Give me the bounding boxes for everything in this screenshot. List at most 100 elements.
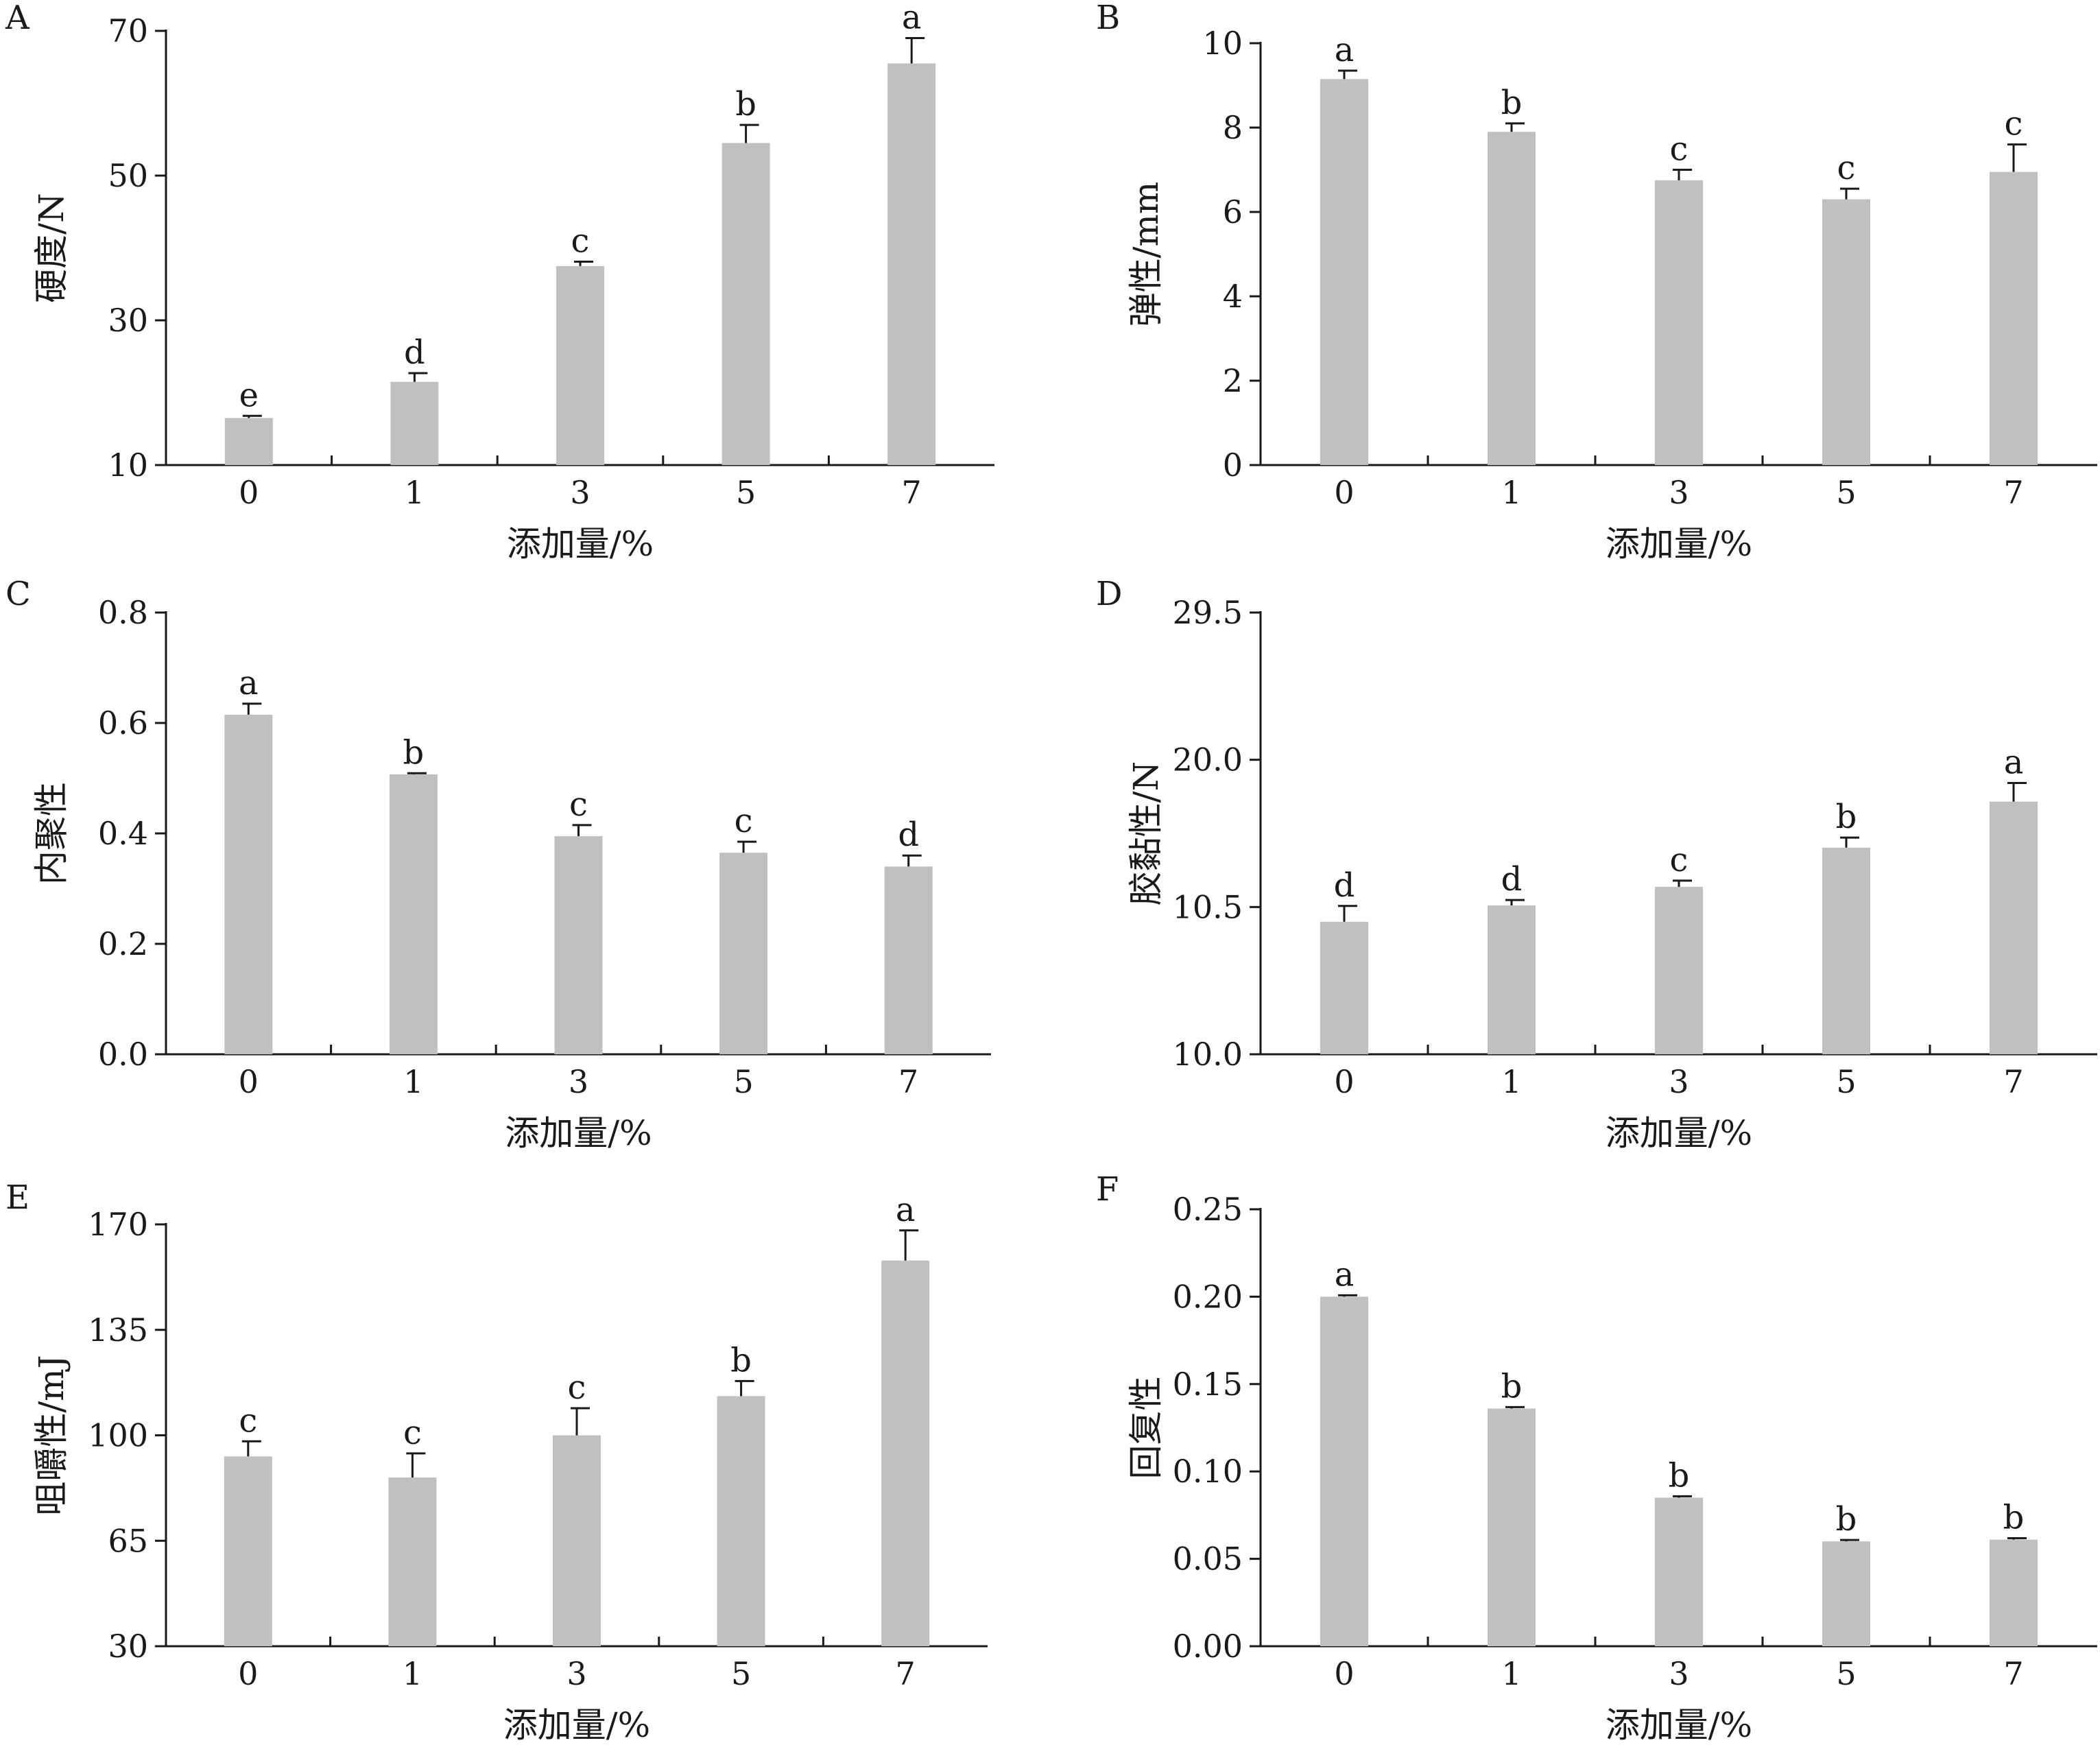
significance-letter: c	[1670, 841, 1689, 879]
y-tick-label: 10.0	[1173, 1036, 1243, 1073]
y-tick-label: 10	[1202, 25, 1243, 62]
x-axis-title: 添加量/%	[503, 1705, 650, 1745]
chart-panel-f: F 0.00 0.05 0.10 0.15 0.20 0.25 a 0 b 1 b 3 b 5 b 7 添加量/%…	[1096, 1170, 2097, 1745]
y-tick-label: 0.8	[98, 594, 148, 631]
bar-1	[388, 1477, 437, 1646]
y-tick-label: 30	[108, 1628, 148, 1665]
bar-3	[556, 265, 604, 465]
x-tick-label: 5	[733, 1063, 753, 1100]
y-tick-label: 4	[1223, 278, 1243, 315]
significance-letter: c	[568, 1368, 586, 1407]
y-tick-label: 10.5	[1173, 888, 1243, 925]
x-tick-label: 3	[569, 1063, 588, 1100]
y-tick-label: 20.0	[1173, 741, 1243, 779]
significance-letter: c	[735, 802, 753, 840]
bar-0	[224, 714, 273, 1054]
bar-0	[1320, 1296, 1368, 1646]
significance-letter: c	[1670, 130, 1689, 169]
y-axis-title: 胶黏性/N	[1126, 761, 1166, 906]
bar-7	[1990, 1539, 2038, 1646]
x-tick-label: 7	[2003, 1655, 2023, 1692]
bar-1	[1488, 1408, 1536, 1646]
chart-panel-a: A 10 30 50 70 e 0 d 1 c 3 b 5 a 7 添加量/% 硬度/N	[5, 0, 994, 564]
x-tick-label: 5	[731, 1655, 751, 1692]
bar-5	[719, 853, 768, 1054]
significance-letter: a	[896, 1191, 916, 1229]
bar-1	[390, 381, 439, 465]
x-tick-label: 0	[1334, 1655, 1354, 1692]
x-tick-label: 1	[403, 1655, 422, 1692]
significance-letter: c	[403, 1414, 422, 1452]
x-tick-label: 1	[405, 474, 425, 511]
bar-5	[1822, 847, 1870, 1054]
x-tick-label: 0	[239, 1063, 259, 1100]
x-tick-label: 0	[1334, 1063, 1354, 1100]
x-axis-title: 添加量/%	[1606, 1705, 1752, 1745]
significance-letter: a	[239, 664, 259, 702]
y-tick-label: 65	[108, 1522, 148, 1559]
significance-letter: c	[1837, 149, 1856, 187]
bar-3	[1655, 1497, 1703, 1646]
y-tick-label: 30	[108, 302, 148, 339]
significance-letter: b	[403, 733, 425, 772]
significance-letter: b	[1669, 1456, 1690, 1495]
y-tick-label: 8	[1223, 109, 1243, 146]
significance-letter: e	[239, 376, 259, 414]
significance-letter: b	[2003, 1499, 2025, 1537]
significance-letter: a	[902, 0, 922, 37]
significance-letter: a	[2004, 744, 2024, 782]
x-tick-label: 0	[1334, 474, 1354, 511]
panel-label: E	[5, 1178, 29, 1217]
x-tick-label: 5	[736, 474, 756, 511]
y-tick-label: 2	[1223, 362, 1243, 399]
x-tick-label: 7	[896, 1655, 916, 1692]
bar-7	[884, 866, 933, 1054]
x-tick-label: 0	[238, 1655, 258, 1692]
bar-5	[1822, 1541, 1870, 1646]
bar-0	[1320, 79, 1368, 465]
y-axis-title: 弹性/mm	[1126, 182, 1166, 327]
x-tick-label: 7	[902, 474, 922, 511]
bar-7	[1990, 801, 2038, 1054]
y-tick-label: 29.5	[1173, 594, 1243, 631]
significance-letter: b	[1836, 798, 1857, 836]
significance-letter: d	[404, 333, 425, 372]
x-tick-label: 7	[2003, 1063, 2023, 1100]
x-tick-label: 3	[1669, 474, 1689, 511]
chart-panel-b: B 0 2 4 6 8 10 a 0 b 1 c 3 c 5 c 7 添加量/% 弹性/mm	[1096, 0, 2097, 564]
bar-3	[1655, 180, 1703, 465]
significance-letter: b	[1501, 84, 1523, 122]
bar-1	[1488, 132, 1536, 465]
x-tick-label: 3	[1669, 1063, 1689, 1100]
significance-letter: c	[239, 1401, 257, 1440]
y-tick-label: 0.00	[1173, 1628, 1243, 1665]
x-tick-label: 5	[1836, 1063, 1856, 1100]
bar-3	[554, 836, 603, 1054]
x-axis-title: 添加量/%	[505, 1113, 652, 1153]
y-tick-label: 100	[88, 1417, 148, 1454]
significance-letter: c	[571, 222, 590, 261]
panel-label: C	[5, 575, 31, 613]
chart-panel-e: E 30 65 100 135 170 c 0 c 1 c 3 b 5 a 7 添加量/% 咀嚼性/mJ	[5, 1178, 988, 1745]
significance-letter: b	[730, 1341, 752, 1379]
bar-5	[717, 1396, 765, 1646]
y-tick-label: 0.4	[98, 815, 148, 852]
y-axis-title: 内聚性	[32, 782, 71, 885]
x-tick-label: 0	[239, 474, 259, 511]
significance-letter: b	[1836, 1500, 1857, 1539]
y-tick-label: 0.05	[1173, 1541, 1243, 1578]
bar-5	[1822, 199, 1870, 465]
bar-1	[1488, 905, 1536, 1054]
panel-label: F	[1096, 1170, 1119, 1209]
y-tick-label: 0.2	[98, 925, 148, 962]
bar-5	[721, 143, 770, 465]
y-axis-title: 回复性	[1126, 1377, 1166, 1480]
y-axis-title: 硬度/N	[32, 193, 71, 303]
y-tick-label: 0.25	[1173, 1191, 1243, 1228]
bar-3	[1655, 886, 1703, 1054]
x-axis-title: 添加量/%	[507, 524, 654, 564]
significance-letter: d	[1501, 860, 1523, 899]
y-tick-label: 0.0	[98, 1036, 148, 1073]
x-tick-label: 5	[1836, 1655, 1856, 1692]
y-tick-label: 6	[1223, 193, 1243, 230]
